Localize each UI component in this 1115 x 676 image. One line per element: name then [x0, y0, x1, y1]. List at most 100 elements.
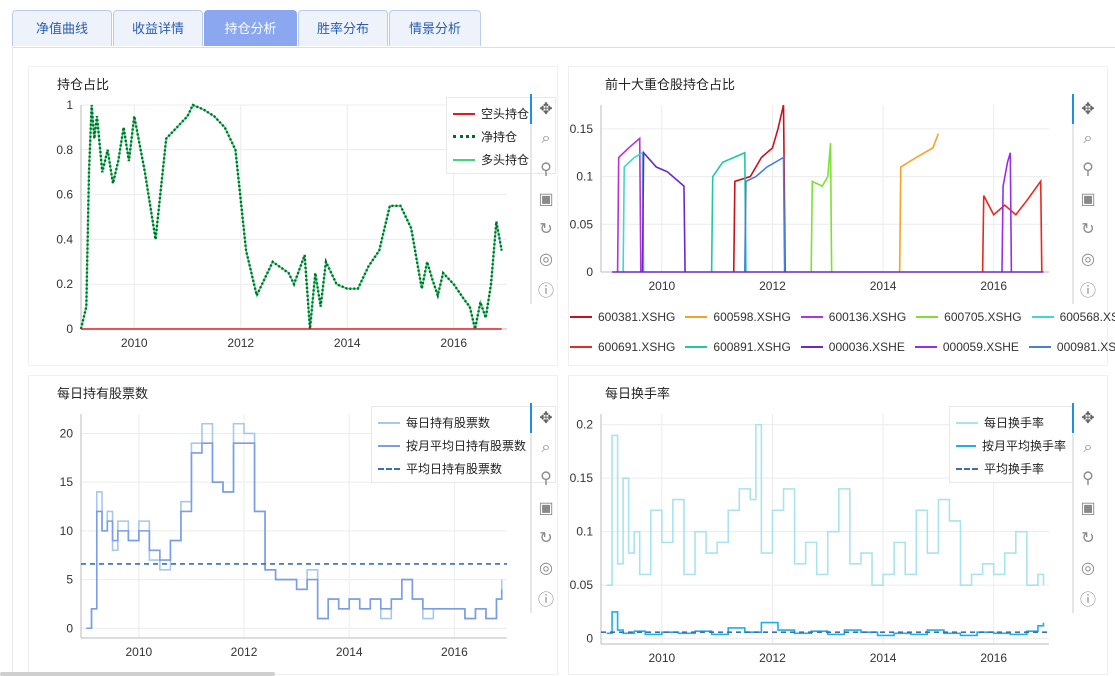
help-icon[interactable]: ⓘ	[537, 592, 554, 609]
tab-scenario[interactable]: 情景分析	[389, 10, 481, 46]
tab-returns-detail[interactable]: 收益详情	[113, 10, 203, 46]
save-icon[interactable]: ▣	[538, 191, 554, 208]
chart-toolbar: ✥ ⌕ ⚲ ▣ ↻ ◎ ⓘ	[1072, 94, 1102, 304]
reset-icon[interactable]: ↻	[1081, 530, 1095, 547]
x-tick-label: 2016	[441, 645, 468, 659]
series-line	[732, 104, 786, 273]
series-line	[744, 156, 786, 273]
save-icon[interactable]: ▣	[1080, 191, 1096, 208]
series-line	[606, 611, 1045, 637]
turnover-chart[interactable]: 0 0.05 0.1 0.15 0.2 2010 2012 2014 2016	[569, 376, 1109, 676]
reset-icon[interactable]: ↻	[1081, 221, 1095, 238]
tab-content	[12, 47, 1115, 676]
y-tick-label: 20	[60, 426, 74, 440]
legend-item: 平均换手率	[956, 457, 1066, 480]
pan-icon[interactable]: ✥	[1072, 94, 1102, 124]
legend-label: 平均换手率	[984, 462, 1045, 476]
x-tick-label: 2010	[121, 336, 148, 350]
x-tick-label: 2014	[334, 336, 361, 350]
position-ratio-chart[interactable]: 0 0.2 0.4 0.6 0.8 1 2010 2012 2014 2016	[29, 67, 559, 367]
help-icon[interactable]: ⓘ	[537, 283, 554, 300]
x-tick-label: 2010	[648, 279, 675, 293]
legend-item: 平均日持有股票数	[378, 457, 549, 480]
hover-icon[interactable]: ◎	[1081, 251, 1095, 268]
series-line	[606, 423, 1045, 586]
top10-legend: 600381.XSHG 600598.XSHG 600136.XSHG 6007…	[570, 302, 1115, 362]
hover-icon[interactable]: ◎	[539, 251, 553, 268]
wheel-zoom-icon[interactable]: ⚲	[540, 470, 552, 487]
series-line	[80, 103, 503, 330]
legend-label: 净持仓	[481, 130, 518, 144]
reset-icon[interactable]: ↻	[539, 530, 553, 547]
series-line	[710, 151, 747, 273]
series-line	[616, 136, 642, 273]
legend-label: 按月平均换手率	[981, 439, 1066, 453]
legend-label: 平均日持有股票数	[406, 462, 503, 476]
y-tick-label: 5	[66, 573, 73, 587]
y-tick-label: 0.4	[56, 232, 73, 246]
panel-title: 持仓占比	[57, 77, 110, 92]
x-tick-label: 2016	[980, 651, 1007, 665]
top10-panel: 前十大重仓股持仓占比 0 0.05 0.1 0.15 2010 2012 2014 2016	[568, 66, 1108, 366]
tab-win-rate[interactable]: 胜率分布	[298, 10, 388, 46]
chart-toolbar: ✥ ⌕ ⚲ ▣ ↻ ◎ ⓘ	[530, 94, 560, 304]
legend-item: 每日换手率	[956, 411, 1066, 434]
box-zoom-icon[interactable]: ⌕	[541, 130, 551, 147]
legend-item: 空头持仓	[453, 102, 549, 125]
series-line	[641, 150, 686, 273]
x-tick-label: 2014	[870, 651, 897, 665]
box-zoom-icon[interactable]: ⌕	[541, 439, 551, 456]
x-tick-label: 2016	[980, 279, 1007, 293]
wheel-zoom-icon[interactable]: ⚲	[540, 161, 552, 178]
chart-toolbar: ✥ ⌕ ⚲ ▣ ↻ ◎ ⓘ	[1072, 403, 1102, 613]
tab-position-analysis[interactable]: 持仓分析	[204, 10, 297, 46]
hover-icon[interactable]: ◎	[1081, 560, 1095, 577]
y-tick-label: 0.05	[570, 217, 594, 231]
legend-label: 按月平均日持有股票数	[406, 439, 527, 453]
legend-label: 000059.XSHE	[942, 340, 1019, 354]
legend-label: 每日持有股票数	[406, 416, 491, 430]
panel-title: 前十大重仓股持仓占比	[605, 77, 736, 92]
y-tick-label: 0.15	[570, 122, 594, 136]
help-icon[interactable]: ⓘ	[1079, 283, 1096, 300]
legend-item: 600598.XSHG	[685, 310, 791, 324]
legend-item: 600891.XSHG	[685, 340, 791, 354]
series-line	[981, 178, 1043, 273]
box-zoom-icon[interactable]: ⌕	[1083, 439, 1093, 456]
chart-toolbar: ✥ ⌕ ⚲ ▣ ↻ ◎ ⓘ	[530, 403, 560, 613]
save-icon[interactable]: ▣	[1080, 500, 1096, 517]
legend-item: 每日持有股票数	[378, 411, 549, 434]
save-icon[interactable]: ▣	[538, 500, 554, 517]
legend-label: 600691.XSHG	[598, 340, 676, 354]
x-tick-label: 2014	[870, 279, 897, 293]
hover-icon[interactable]: ◎	[539, 560, 553, 577]
legend-item: 000036.XSHE	[800, 340, 905, 354]
wheel-zoom-icon[interactable]: ⚲	[1082, 161, 1094, 178]
x-tick-label: 2010	[126, 645, 153, 659]
chart-legend: 每日换手率 按月平均换手率 平均换手率	[949, 406, 1073, 483]
legend-label: 000036.XSHE	[828, 340, 905, 354]
legend-label: 多头持仓	[481, 153, 530, 167]
help-icon[interactable]: ⓘ	[1079, 592, 1096, 609]
legend-label: 600705.XSHG	[944, 310, 1022, 324]
position-ratio-panel: 持仓占比 0 0.2 0.4 0.6 0.8 1 2010 2012 2014 2016 空头持仓…	[28, 66, 558, 366]
tab-net-value[interactable]: 净值曲线	[12, 10, 112, 46]
horizontal-scrollbar[interactable]	[0, 672, 275, 676]
legend-label: 600598.XSHG	[713, 310, 791, 324]
reset-icon[interactable]: ↻	[539, 221, 553, 238]
box-zoom-icon[interactable]: ⌕	[1083, 130, 1093, 147]
legend-item: 000981.XSHE	[1028, 340, 1115, 354]
pan-icon[interactable]: ✥	[530, 403, 560, 433]
x-tick-label: 2012	[227, 336, 254, 350]
wheel-zoom-icon[interactable]: ⚲	[1082, 470, 1094, 487]
top10-chart[interactable]: 0 0.05 0.1 0.15 2010 2012 2014 2016	[569, 67, 1109, 307]
y-tick-label: 0	[66, 322, 73, 336]
legend-label: 600568.XSHG	[1059, 310, 1115, 324]
legend-item: 按月平均日持有股票数	[378, 434, 549, 457]
x-tick-label: 2012	[759, 651, 786, 665]
legend-item: 600691.XSHG	[570, 340, 675, 354]
y-tick-label: 0.6	[56, 188, 73, 202]
chart-legend: 空头持仓 净持仓 多头持仓	[446, 97, 556, 174]
pan-icon[interactable]: ✥	[530, 94, 560, 124]
pan-icon[interactable]: ✥	[1072, 403, 1102, 433]
